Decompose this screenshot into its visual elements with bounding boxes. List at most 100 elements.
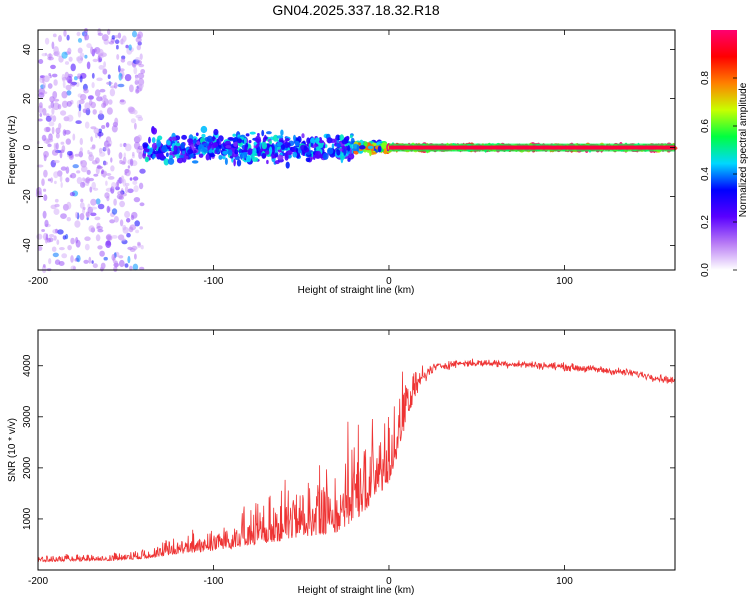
spectral-cell xyxy=(83,88,89,94)
spectral-cell xyxy=(95,198,101,205)
spectral-cell xyxy=(78,103,82,112)
spectral-cell xyxy=(90,136,93,142)
spectral-cell xyxy=(295,147,299,152)
spectral-cell xyxy=(144,156,149,163)
spectral-cell xyxy=(110,157,113,163)
spectral-cell xyxy=(224,140,231,146)
spectral-cell xyxy=(124,182,130,187)
spectral-cell xyxy=(96,165,103,169)
spectral-cell xyxy=(74,220,81,228)
spectral-cell xyxy=(89,186,93,193)
spectral-cell xyxy=(201,133,206,138)
spectral-cell xyxy=(50,114,53,119)
spectral-cell xyxy=(269,140,272,145)
snr-series-line xyxy=(38,358,676,563)
colorbar-gradient xyxy=(711,30,737,270)
spectral-cell xyxy=(45,233,49,241)
spectral-cell xyxy=(244,137,247,144)
spectral-cell xyxy=(124,143,132,152)
spectral-cell xyxy=(41,265,47,274)
spectral-cell xyxy=(76,170,81,174)
spectral-cell xyxy=(119,143,123,147)
spectral-cell xyxy=(111,254,116,261)
spectral-cell xyxy=(52,91,58,99)
spectral-cell xyxy=(110,165,115,172)
spectral-cell xyxy=(66,90,72,96)
spectral-cell xyxy=(265,150,270,155)
spectral-cell xyxy=(266,131,272,135)
spectral-cell xyxy=(176,152,181,160)
spectral-cell xyxy=(135,57,141,61)
spectral-cell xyxy=(241,152,248,159)
spectral-cell xyxy=(134,80,139,85)
spectral-cell xyxy=(48,234,55,238)
spectral-cell xyxy=(208,149,213,154)
spectral-cell xyxy=(103,146,110,151)
spectral-cell xyxy=(274,153,279,158)
spectral-cell xyxy=(81,165,88,173)
spectral-cell xyxy=(182,150,186,155)
spectral-cell xyxy=(48,121,55,127)
y-tick-label: 20 xyxy=(22,93,33,105)
spectral-cell xyxy=(111,125,118,133)
spectral-cell xyxy=(42,82,46,90)
spectral-cell xyxy=(80,93,87,101)
spectral-cell xyxy=(61,51,68,59)
spectral-cell xyxy=(87,95,94,100)
spectral-cell xyxy=(280,144,286,151)
spectral-cell xyxy=(135,59,143,66)
spectral-cell xyxy=(41,178,45,186)
spectral-cell xyxy=(52,33,57,38)
spectral-cell xyxy=(139,53,143,60)
spectral-cell xyxy=(64,61,70,65)
spectral-cell xyxy=(129,84,134,93)
spectral-cell xyxy=(68,56,73,62)
spectral-cell xyxy=(336,143,342,148)
spectral-cell xyxy=(77,38,83,43)
spectral-cell xyxy=(84,121,90,129)
spectral-cell xyxy=(345,136,350,140)
spectral-cell xyxy=(42,210,47,219)
spectral-cell xyxy=(65,166,70,174)
spectral-cell xyxy=(52,252,59,258)
spectral-cell xyxy=(84,54,88,59)
spectral-cell xyxy=(178,154,185,159)
spectral-cell xyxy=(293,134,296,142)
spectral-cell xyxy=(98,65,105,70)
spectral-cell xyxy=(252,147,257,155)
spectral-cell xyxy=(57,104,62,110)
spectral-cell xyxy=(139,226,143,230)
spectral-cell xyxy=(158,153,165,159)
colorbar-tick-label: 0.2 xyxy=(700,215,711,229)
spectral-cell xyxy=(202,142,209,147)
spectral-cell xyxy=(77,55,83,64)
spectral-cell xyxy=(96,77,103,82)
spectral-cell xyxy=(255,135,261,144)
spectral-cell xyxy=(107,143,112,147)
spectral-cell xyxy=(236,159,242,167)
spectral-cell xyxy=(369,148,372,157)
spectral-cell xyxy=(175,142,181,147)
spectral-cell xyxy=(38,59,44,64)
x-tick-label: 100 xyxy=(556,276,573,287)
spectral-cell xyxy=(95,234,101,242)
spectral-cell xyxy=(108,99,113,105)
spectral-cell xyxy=(43,169,48,178)
spectral-cell xyxy=(55,50,61,58)
spectral-cell xyxy=(171,136,177,142)
spectral-cell xyxy=(99,151,106,157)
spectral-cell xyxy=(137,116,144,122)
colorbar: 0.0 0.2 0.4 0.6 0.8 Normalized spectral ampl… xyxy=(700,30,749,277)
spectral-cell xyxy=(134,220,140,227)
spectral-cell xyxy=(132,180,138,185)
spectral-cell xyxy=(245,133,250,137)
spectral-cell xyxy=(97,55,101,63)
spectral-cell xyxy=(198,144,205,152)
spectral-cell xyxy=(79,137,84,146)
spectral-cell xyxy=(50,64,56,70)
spectral-cell xyxy=(137,134,142,142)
spectral-cell xyxy=(277,146,281,150)
spectral-cell xyxy=(44,37,50,45)
spectral-cell xyxy=(127,255,131,264)
spectral-cell xyxy=(367,145,374,150)
